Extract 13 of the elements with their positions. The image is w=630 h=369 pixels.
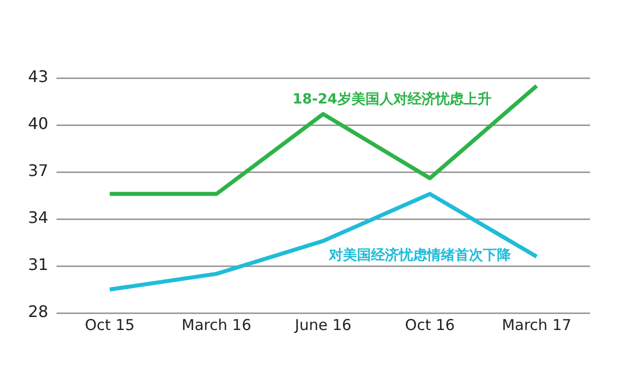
y-tick-label: 37 — [28, 161, 48, 180]
series-label: 18-24岁美国人对经济忧虑上升 — [292, 90, 492, 108]
y-tick-label: 28 — [28, 302, 48, 322]
x-tick-label: Oct 16 — [405, 316, 455, 334]
y-tick-label: 34 — [28, 208, 48, 228]
y-tick-label: 31 — [28, 255, 48, 274]
series-label: 对美国经济忧虑情绪首次下降 — [328, 246, 512, 264]
y-tick-label: 43 — [28, 67, 48, 86]
x-tick-label: March 17 — [502, 316, 572, 334]
x-tick-label: March 16 — [182, 316, 252, 334]
y-tick-label: 40 — [28, 114, 48, 134]
x-tick-label: Oct 15 — [84, 316, 135, 334]
x-tick-label: June 16 — [294, 316, 352, 334]
